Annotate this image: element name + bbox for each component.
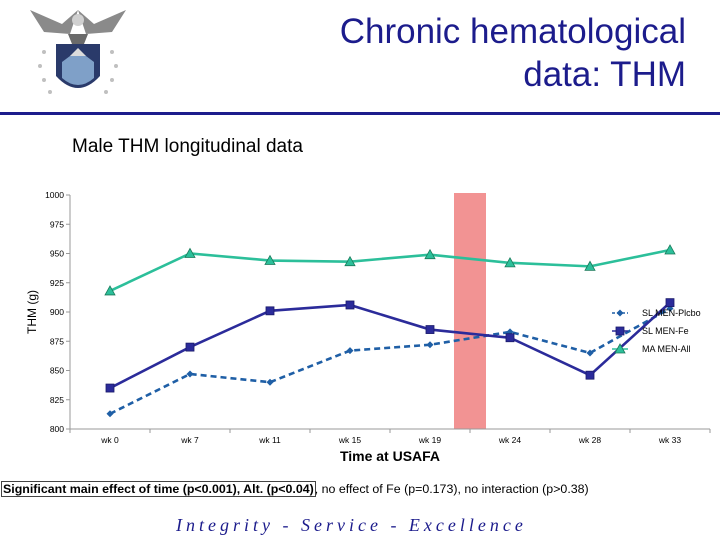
thm-line-chart: 800 825 850 875 900 925 950 975 1000 wk 0 wk 7 wk … xyxy=(25,190,711,464)
data-point-triangle xyxy=(344,255,356,267)
y-axis-title: THM (g) xyxy=(25,290,39,334)
data-point-triangle xyxy=(664,244,676,255)
data-point-diamond xyxy=(346,347,354,355)
y-tick-label: 900 xyxy=(50,307,64,317)
chart-subtitle: Male THM longitudinal data xyxy=(72,136,303,157)
slide-title: Chronic hematological data: THM xyxy=(186,10,686,96)
stats-significant: Significant main effect of time (p<0.001… xyxy=(1,481,316,497)
series-ma-men-all xyxy=(104,244,676,296)
x-tick-label: wk 24 xyxy=(498,435,521,445)
y-tick-label: 975 xyxy=(50,219,64,229)
y-tick-label: 800 xyxy=(50,424,64,434)
x-axis-title: Time at USAFA xyxy=(340,448,440,464)
data-point-triangle xyxy=(584,260,596,271)
data-point-square xyxy=(105,383,115,393)
eagle-icon xyxy=(30,10,126,44)
title-line-2: data: THM xyxy=(523,55,686,94)
y-tick-label: 825 xyxy=(50,395,64,405)
data-point-square xyxy=(185,342,195,352)
y-tick-label: 1000 xyxy=(45,190,64,200)
legend-label: SL MEN-Fe xyxy=(642,326,689,336)
highlight-band xyxy=(454,193,486,429)
data-point-diamond xyxy=(426,341,434,349)
stars-icon xyxy=(38,50,118,94)
x-tick-label: wk 15 xyxy=(338,435,361,445)
stats-nonsignificant: , no effect of Fe (p=0.173), no interact… xyxy=(314,482,589,496)
data-point-square xyxy=(665,298,675,308)
x-tick-label: wk 33 xyxy=(658,435,681,445)
data-point-square xyxy=(505,333,515,343)
data-point-diamond xyxy=(506,328,514,336)
data-point-square xyxy=(585,370,595,380)
data-point-diamond xyxy=(186,370,194,378)
x-tick-label: wk 11 xyxy=(258,435,281,445)
x-tick-label: wk 28 xyxy=(578,435,601,445)
usafa-logo xyxy=(30,10,126,94)
data-point-square xyxy=(425,325,435,334)
y-tick-label: 850 xyxy=(50,366,64,376)
stats-footnote: Significant main effect of time (p<0.001… xyxy=(1,481,718,497)
y-tick-label: 925 xyxy=(50,278,64,288)
y-tick-label: 950 xyxy=(50,249,64,259)
series-sl-men-fe xyxy=(105,298,675,393)
data-point-triangle xyxy=(504,257,516,268)
data-point-triangle xyxy=(104,285,116,296)
data-point-diamond xyxy=(616,309,624,317)
data-point-triangle xyxy=(264,254,276,265)
data-point-square xyxy=(345,300,355,310)
x-tick-label: wk 7 xyxy=(180,435,199,445)
series-line xyxy=(109,307,671,415)
data-point-diamond xyxy=(266,378,274,386)
data-point-diamond xyxy=(666,304,674,312)
data-point-square xyxy=(265,306,275,316)
legend-label: MA MEN-All xyxy=(642,344,691,354)
data-point-diamond xyxy=(586,349,594,357)
series-line xyxy=(109,248,671,293)
series-sl-men-plcbo xyxy=(106,304,674,418)
data-point-triangle xyxy=(184,247,196,258)
legend-label: SL MEN-Plcbo xyxy=(642,308,701,318)
x-tick-label: wk 19 xyxy=(418,435,441,445)
y-tick-label: 875 xyxy=(50,336,64,346)
data-point-square xyxy=(615,326,625,336)
data-point-diamond xyxy=(106,410,114,418)
title-divider xyxy=(0,112,720,115)
core-values-motto: Integrity - Service - Excellence xyxy=(176,515,527,535)
series-line xyxy=(109,301,671,390)
data-point-triangle xyxy=(424,248,436,260)
title-line-1: Chronic hematological xyxy=(339,12,686,51)
x-tick-label: wk 0 xyxy=(100,435,119,445)
data-point-triangle xyxy=(614,343,626,354)
